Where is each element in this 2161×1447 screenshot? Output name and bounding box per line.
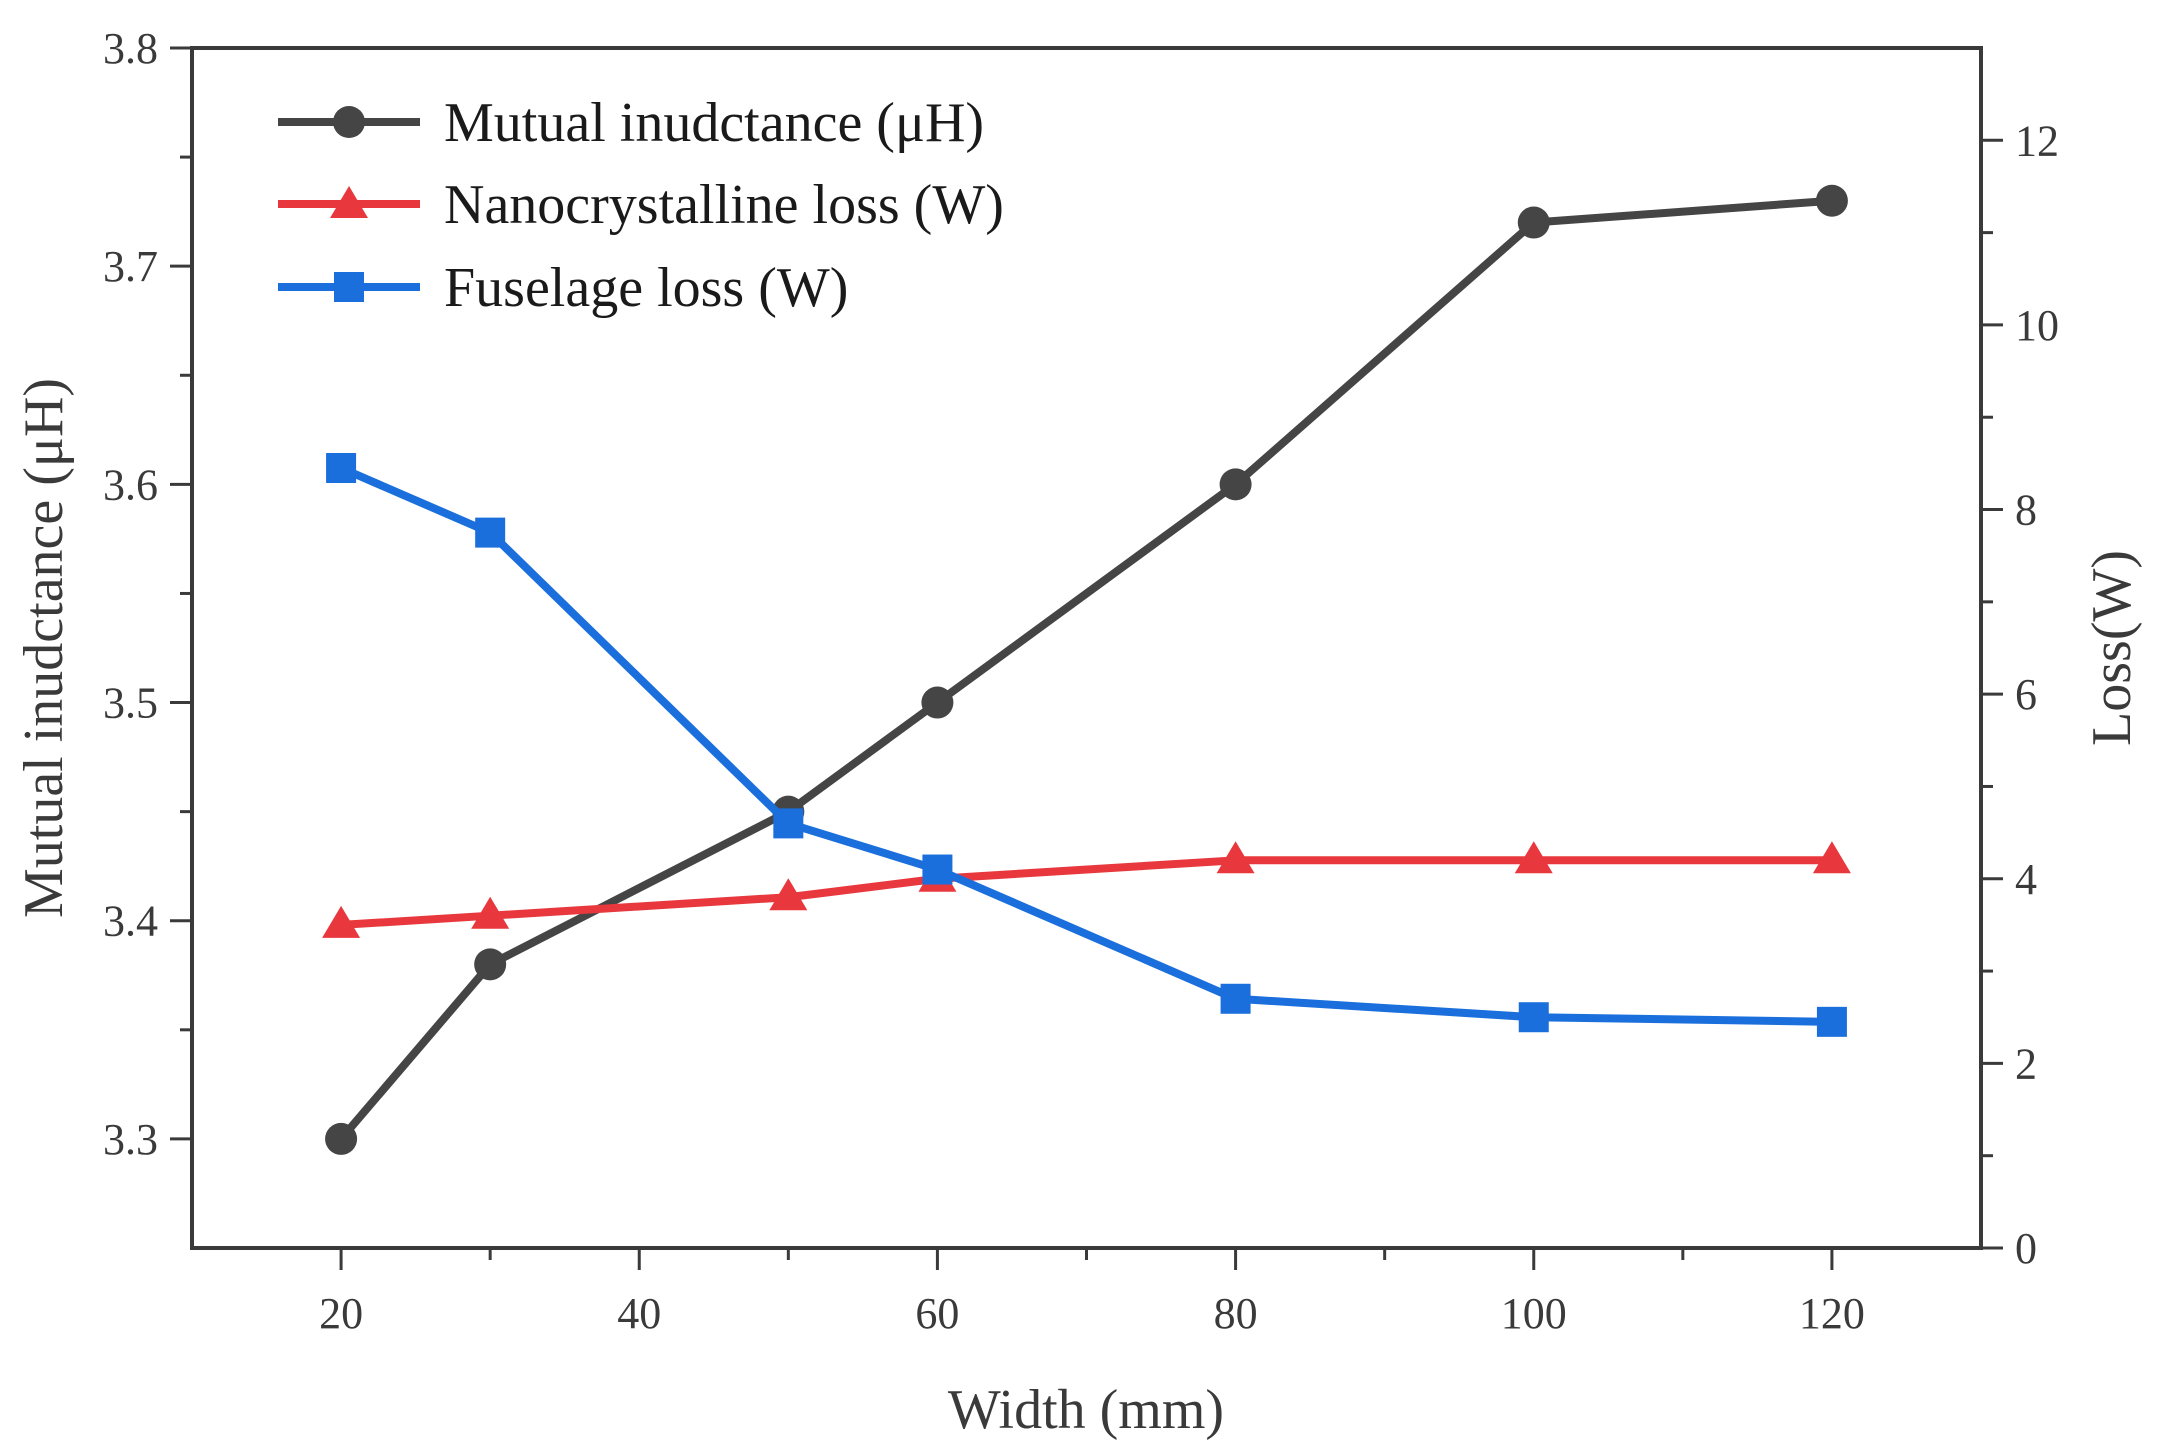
data-point-circle: [325, 1122, 358, 1155]
data-point-triangle: [1812, 841, 1851, 874]
data-point-square: [922, 854, 953, 885]
series-line: [339, 464, 1832, 1026]
data-point-circle: [1815, 184, 1848, 217]
data-point-circle: [474, 948, 507, 981]
x-tick-label: 20: [319, 1289, 363, 1338]
series-1: [325, 184, 1848, 1155]
y-right-tick-label: 8: [2015, 486, 2037, 535]
data-point-triangle: [322, 905, 361, 938]
legend-marker-triangle: [330, 186, 368, 218]
y-right-tick-label: 2: [2015, 1039, 2037, 1088]
legend-item-fuselage-loss: Fuselage loss (W): [278, 257, 848, 319]
data-point-circle: [921, 686, 954, 719]
legend-item-nanocrystalline-loss: Nanocrystalline loss (W): [278, 174, 1004, 236]
series-line: [340, 856, 1832, 929]
legend-marker-circle: [333, 106, 365, 138]
data-point-square: [1518, 1002, 1549, 1033]
data-point-triangle: [471, 896, 510, 929]
data-point-triangle: [1216, 841, 1255, 874]
data-point-square: [326, 453, 357, 483]
y-right-tick-label: 0: [2015, 1224, 2037, 1273]
right-y-axis-title: Loss(W): [2081, 550, 2143, 746]
y-right-tick-label: 12: [2015, 116, 2059, 165]
y-left-tick-label: 3.4: [103, 897, 158, 946]
legend-label: Fuselage loss (W): [444, 257, 848, 319]
right-y-axis-ticks: 0 2 4 6 8 10 12: [1981, 116, 2059, 1273]
legend-label: Nanocrystalline loss (W): [444, 174, 1004, 236]
data-point-triangle: [769, 878, 808, 911]
data-point-square: [1816, 1006, 1847, 1037]
legend-item-mutual-inductance: Mutual inudctance (μH): [278, 92, 984, 154]
data-point-circle: [1517, 206, 1550, 239]
series-2: [322, 841, 1851, 938]
x-tick-label: 80: [1214, 1289, 1258, 1338]
legend-label: Mutual inudctance (μH): [444, 92, 984, 154]
left-y-axis-ticks: 3.3 3.4 3.5 3.6 3.7 3.8: [103, 24, 192, 1164]
x-axis-title: Width (mm): [948, 1379, 1224, 1441]
y-right-tick-label: 4: [2015, 855, 2037, 904]
series-layer: [322, 184, 1851, 1155]
x-tick-label: 40: [617, 1289, 661, 1338]
data-point-square: [1220, 983, 1251, 1014]
series-line: [338, 196, 1833, 1142]
y-right-tick-label: 10: [2015, 301, 2059, 350]
x-tick-label: 60: [915, 1289, 959, 1338]
y-right-tick-label: 6: [2015, 670, 2037, 719]
y-left-tick-label: 3.3: [103, 1115, 158, 1164]
x-tick-label: 100: [1501, 1289, 1567, 1338]
y-left-tick-label: 3.7: [103, 242, 158, 291]
legend: Mutual inudctance (μH) Nanocrystalline l…: [278, 92, 1004, 319]
y-left-tick-label: 3.8: [103, 24, 158, 73]
y-left-tick-label: 3.6: [103, 460, 158, 509]
data-point-circle: [1219, 468, 1252, 501]
data-point-square: [773, 808, 804, 839]
legend-marker-square: [334, 272, 364, 302]
data-point-triangle: [1514, 841, 1553, 874]
left-y-axis-title: Mutual inudctance (μH): [13, 378, 75, 918]
series-3: [326, 453, 1847, 1037]
x-axis-ticks: 20 40 60 80 100 120: [319, 1248, 1865, 1338]
x-tick-label: 120: [1799, 1289, 1865, 1338]
data-point-square: [475, 517, 506, 548]
y-left-tick-label: 3.5: [103, 679, 158, 728]
